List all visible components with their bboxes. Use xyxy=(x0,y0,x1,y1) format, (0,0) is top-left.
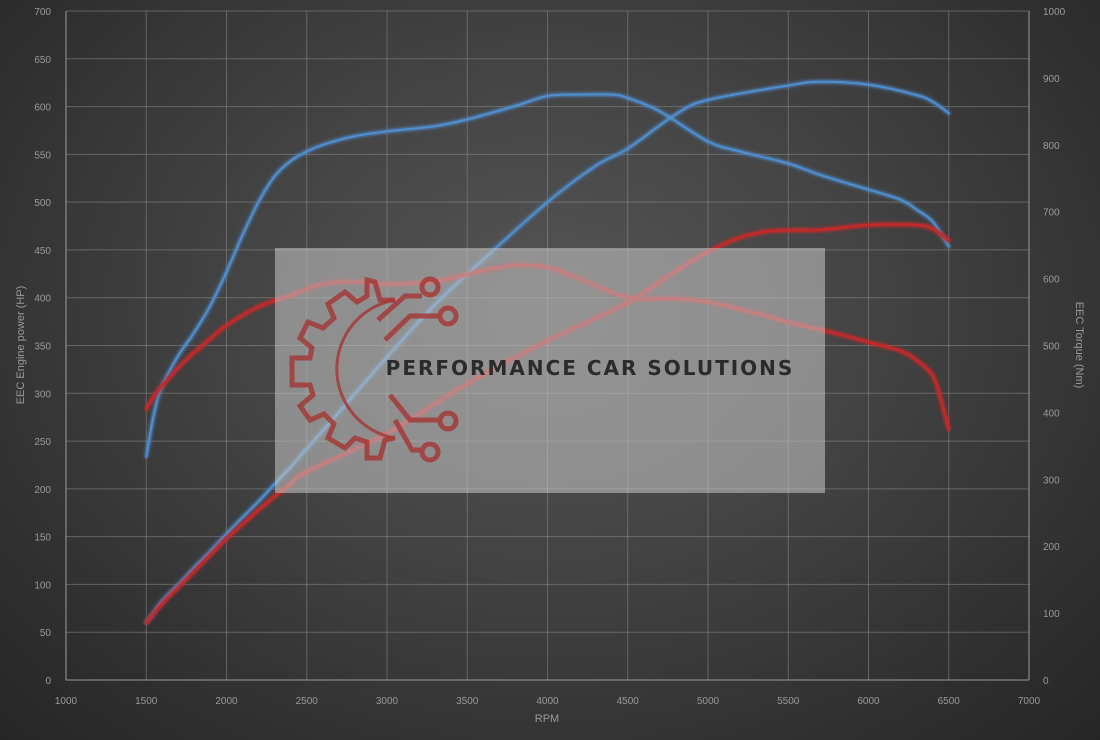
y-left-tick-label: 600 xyxy=(34,103,51,114)
watermark: PERFORMANCE CAR SOLUTIONS xyxy=(275,248,825,493)
y-left-tick-label: 100 xyxy=(34,580,51,591)
y-left-tick-label: 550 xyxy=(34,150,51,161)
x-tick-label: 4500 xyxy=(617,696,640,707)
y-left-tick-label: 250 xyxy=(34,437,51,448)
y-right-tick-label: 200 xyxy=(1043,542,1060,553)
y-left-tick-label: 300 xyxy=(34,389,51,400)
y-left-axis-title: EEC Engine power (HP) xyxy=(15,286,27,405)
x-tick-label: 1000 xyxy=(55,696,78,707)
y-right-tick-label: 400 xyxy=(1043,408,1060,419)
tick-labels: 1000 1500 2000 2500 3000 3500 4000 4500 5000 5500… xyxy=(34,7,1065,707)
series-line-1 xyxy=(145,93,950,458)
x-tick-label: 3000 xyxy=(376,696,399,707)
y-left-tick-label: 200 xyxy=(34,485,51,496)
y-left-tick-label: 700 xyxy=(34,7,51,18)
watermark-text: PERFORMANCE CAR SOLUTIONS xyxy=(386,356,795,380)
y-right-tick-label: 300 xyxy=(1043,475,1060,486)
y-right-tick-label: 0 xyxy=(1043,676,1049,687)
y-right-tick-label: 1000 xyxy=(1043,7,1066,18)
x-tick-label: 1500 xyxy=(135,696,158,707)
x-tick-label: 3500 xyxy=(456,696,479,707)
y-left-tick-label: 500 xyxy=(34,198,51,209)
y-right-tick-label: 900 xyxy=(1043,74,1060,85)
x-tick-label: 6500 xyxy=(938,696,961,707)
y-right-tick-label: 500 xyxy=(1043,342,1060,353)
x-axis-title: RPM xyxy=(535,713,559,725)
y-right-tick-label: 600 xyxy=(1043,275,1060,286)
y-left-tick-label: 0 xyxy=(45,676,51,687)
gear-circuit-logo-icon xyxy=(289,276,459,463)
x-tick-label: 6000 xyxy=(857,696,880,707)
x-tick-label: 5000 xyxy=(697,696,720,707)
x-tick-label: 2000 xyxy=(215,696,238,707)
y-left-tick-label: 50 xyxy=(40,628,52,639)
x-tick-label: 5500 xyxy=(777,696,800,707)
y-right-tick-label: 700 xyxy=(1043,208,1060,219)
y-right-tick-label: 100 xyxy=(1043,609,1060,620)
y-right-axis-title: EEC Torque (Nm) xyxy=(1073,302,1085,389)
y-right-tick-label: 800 xyxy=(1043,141,1060,152)
y-left-tick-label: 350 xyxy=(34,342,51,353)
y-left-tick-label: 650 xyxy=(34,55,51,66)
y-left-tick-label: 150 xyxy=(34,533,51,544)
x-tick-label: 4000 xyxy=(536,696,559,707)
x-tick-label: 2500 xyxy=(296,696,319,707)
x-tick-label: 7000 xyxy=(1018,696,1041,707)
y-left-tick-label: 400 xyxy=(34,294,51,305)
y-left-tick-label: 450 xyxy=(34,246,51,257)
